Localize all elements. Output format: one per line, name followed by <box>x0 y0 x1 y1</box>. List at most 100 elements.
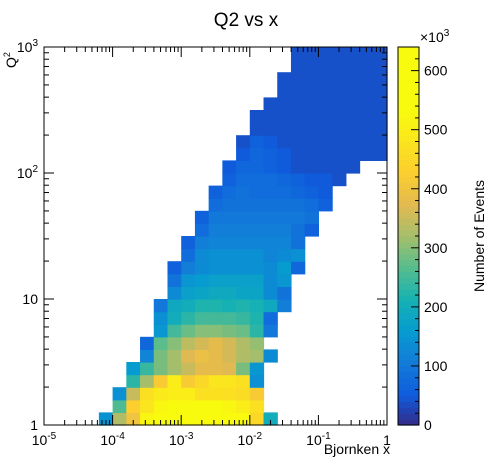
colorbar-segment <box>398 82 419 89</box>
y-tick-label-base: 10 <box>22 291 38 307</box>
heatmap-cell <box>263 223 278 237</box>
colorbar-segment <box>398 265 419 273</box>
y-tick-label: 1 <box>30 417 38 433</box>
colorbar-segment <box>398 419 419 426</box>
heatmap-cell <box>318 185 333 199</box>
heatmap-cell <box>140 374 155 388</box>
heatmap-cell <box>373 72 388 86</box>
colorbar-segment <box>398 147 419 154</box>
colorbar-segment <box>398 318 419 326</box>
heatmap-cell <box>304 135 319 149</box>
heatmap-cell <box>126 412 141 426</box>
heatmap-cell <box>373 110 388 124</box>
colorbar-segment <box>398 141 419 149</box>
heatmap-cell <box>181 299 196 313</box>
heatmap-cell <box>332 97 347 111</box>
heatmap-cell <box>263 286 278 300</box>
heatmap-cell <box>290 122 306 136</box>
colorbar-segment <box>398 182 419 190</box>
heatmap-cell <box>263 173 278 187</box>
heatmap-cell <box>181 387 196 401</box>
colorbar-segment <box>398 277 419 284</box>
heatmap-cell <box>222 324 237 338</box>
heatmap-cell <box>249 299 265 313</box>
y-tick-label: 102 <box>17 164 39 181</box>
colorbar-label: Number of Events <box>471 180 487 292</box>
heatmap-cell <box>249 210 265 224</box>
heatmap-cell <box>236 362 251 376</box>
colorbar-segment <box>398 306 419 314</box>
heatmap-cell <box>222 412 237 426</box>
heatmap-cell <box>249 248 265 262</box>
colorbar-segment <box>398 271 419 278</box>
svg-text:Q2: Q2 <box>2 52 19 68</box>
heatmap-cell <box>222 248 237 262</box>
heatmap-cell <box>263 412 278 426</box>
colorbar-segment <box>398 171 419 178</box>
heatmap-cell <box>181 399 196 413</box>
heatmap-cell <box>249 286 265 300</box>
colorbar-segment <box>398 206 419 213</box>
plot-border <box>43 46 388 426</box>
heatmap-cell <box>153 412 169 426</box>
heatmap-cell <box>194 374 210 388</box>
colorbar-segment <box>398 407 419 414</box>
heatmap-cell <box>208 299 223 313</box>
heatmap-cell <box>277 135 292 149</box>
heatmap-cell <box>194 236 210 250</box>
y-axis-label-base: Q <box>3 57 19 68</box>
heatmap-cell <box>345 147 361 161</box>
colorbar-segment <box>398 354 419 361</box>
heatmap-cell <box>277 210 292 224</box>
heatmap-cell <box>318 59 333 73</box>
heatmap-cell <box>167 299 182 313</box>
heatmap-cell <box>345 72 361 86</box>
heatmap-cell <box>236 173 251 187</box>
x-tick-label-exp: -2 <box>253 431 262 442</box>
heatmap-cell <box>153 349 169 363</box>
heatmap-cell <box>208 412 223 426</box>
heatmap-cell <box>194 286 210 300</box>
heatmap-cell <box>359 72 374 86</box>
heatmap-cell <box>373 97 388 111</box>
heatmap-cell <box>181 349 196 363</box>
heatmap-cell <box>290 84 306 98</box>
heatmap-cell <box>277 273 292 287</box>
colorbar-segment <box>398 241 419 249</box>
heatmap-cell <box>222 223 237 237</box>
heatmap-cell <box>208 349 223 363</box>
heatmap-cell <box>194 412 210 426</box>
x-axis-label: Bjornken x <box>324 441 390 457</box>
x-tick-label: 10-2 <box>238 431 263 448</box>
heatmap-cell <box>263 261 278 275</box>
heatmap-cell <box>290 47 306 61</box>
y-axis-label-sup: 2 <box>2 52 12 57</box>
y-tick-label-base: 10 <box>17 39 33 55</box>
heatmap-cell <box>208 399 223 413</box>
heatmap-cell <box>126 362 141 376</box>
colorbar-segment <box>398 377 419 385</box>
colorbar-segment <box>398 330 419 338</box>
heatmap-cell <box>181 236 196 250</box>
colorbar-segment <box>398 135 419 143</box>
heatmap-cell <box>277 286 292 300</box>
heatmap-cell <box>167 273 182 287</box>
colorbar-segment <box>398 111 419 119</box>
colorbar-segment <box>398 106 419 113</box>
heatmap-cell <box>318 173 333 187</box>
colorbar-tick-label: 200 <box>424 299 448 315</box>
colorbar-segment <box>398 218 419 225</box>
colorbar-segment <box>398 212 419 219</box>
heatmap-cell <box>167 261 182 275</box>
heatmap-cell <box>167 336 182 350</box>
heatmap-cell <box>222 349 237 363</box>
heatmap-cell <box>304 210 319 224</box>
heatmap-cell <box>332 110 347 124</box>
heatmap-cell <box>290 223 306 237</box>
heatmap-cell <box>126 387 141 401</box>
heatmap-cell <box>373 122 388 136</box>
colorbar-multiplier: ×103 <box>420 28 450 45</box>
heatmap-cell <box>249 273 265 287</box>
heatmap-cell <box>290 110 306 124</box>
